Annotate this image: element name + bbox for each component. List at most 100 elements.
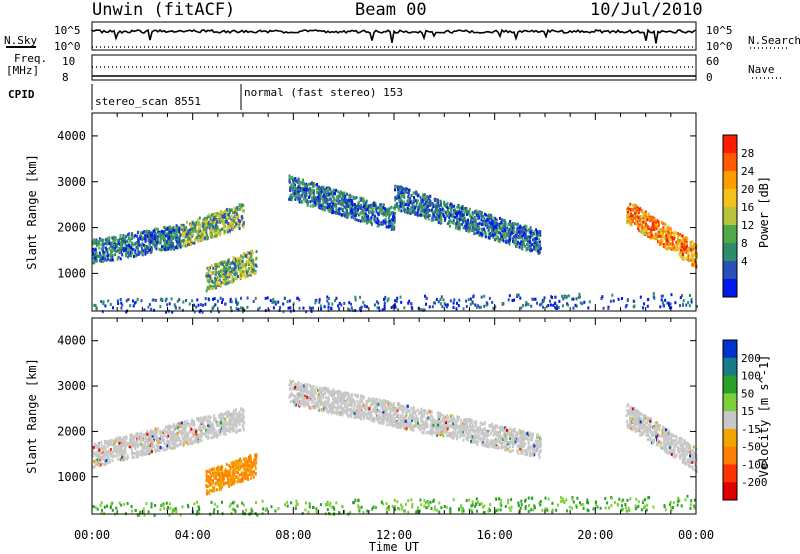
range-gate-cell <box>670 248 673 251</box>
range-gate-cell <box>241 209 244 213</box>
range-gate-cell <box>235 277 238 280</box>
range-gate-cell <box>423 308 426 312</box>
range-gate-cell <box>529 226 532 230</box>
range-gate-cell <box>436 215 439 219</box>
range-gate-cell <box>509 236 512 240</box>
range-gate-cell <box>164 299 167 303</box>
range-gate-cell <box>183 228 186 232</box>
range-gate-cell <box>99 255 102 259</box>
range-gate-cell <box>690 255 693 259</box>
range-gate-cell <box>345 214 348 218</box>
range-gate-cell <box>350 211 353 215</box>
range-gate-cell <box>181 421 184 425</box>
range-gate-cell <box>178 244 181 247</box>
range-gate-cell <box>410 306 413 310</box>
range-gate-cell <box>504 226 507 230</box>
range-gate-cell <box>140 431 143 435</box>
range-gate-cell <box>509 225 512 229</box>
range-gate-cell <box>203 237 206 241</box>
range-gate-cell <box>150 438 152 442</box>
range-gate-cell <box>332 196 335 200</box>
range-gate-cell <box>413 204 416 208</box>
range-gate-cell <box>141 251 143 255</box>
range-gate-cell <box>105 442 108 445</box>
range-gate-cell <box>171 446 174 450</box>
range-gate-cell <box>494 219 497 223</box>
range-gate-cell <box>172 431 175 435</box>
range-gate-cell <box>487 215 490 219</box>
range-gate-cell <box>121 444 124 448</box>
range-gate-cell <box>638 218 641 222</box>
range-gate-cell <box>240 215 243 219</box>
range-gate-cell <box>335 296 338 300</box>
range-gate-cell <box>380 203 383 207</box>
range-gate-cell <box>612 299 615 303</box>
station-title: Unwin (fitACF) <box>92 0 235 20</box>
range-gate-cell <box>94 247 97 251</box>
range-gate-cell <box>337 201 340 205</box>
range-gate-cell <box>687 301 690 305</box>
range-gate-cell <box>136 234 139 238</box>
range-gate-cell <box>327 308 330 312</box>
range-gate-cell <box>246 251 249 254</box>
range-gate-cell <box>130 254 133 258</box>
range-gate-cell <box>656 237 659 241</box>
range-gate-cell <box>491 219 494 223</box>
range-gate-cell <box>157 439 160 442</box>
range-gate-cell <box>299 197 302 200</box>
range-gate-cell <box>446 303 449 307</box>
range-gate-cell <box>491 232 494 235</box>
range-gate-cell <box>506 226 509 230</box>
range-gate-cell <box>323 190 326 194</box>
range-gate-cell <box>413 212 416 216</box>
range-gate-cell <box>385 214 387 218</box>
freq-unit-label: [MHz] <box>6 64 39 77</box>
range-gate-cell <box>691 257 694 261</box>
range-gate-cell <box>184 435 186 438</box>
range-gate-cell <box>341 193 344 197</box>
range-gate-cell <box>380 210 383 213</box>
range-gate-cell <box>115 244 118 248</box>
range-gate-cell <box>325 186 328 190</box>
range-gate-cell <box>317 205 320 209</box>
range-gate-cell <box>525 248 528 252</box>
range-gate-cell <box>240 408 243 412</box>
range-gate-cell <box>223 230 226 234</box>
range-gate-cell <box>206 421 209 425</box>
range-gate-cell <box>185 229 188 233</box>
range-gate-cell <box>209 220 212 224</box>
range-gate-cell <box>163 237 166 241</box>
range-gate-cell <box>528 244 531 248</box>
range-gate-cell <box>679 296 682 300</box>
range-gate-cell <box>119 257 122 261</box>
range-gate-cell <box>304 199 307 203</box>
range-gate-cell <box>657 223 660 227</box>
range-gate-cell <box>362 218 365 222</box>
range-gate-cell <box>227 273 230 277</box>
range-gate-cell <box>695 254 698 258</box>
range-gate-cell <box>513 226 516 230</box>
range-gate-cell <box>219 270 222 274</box>
range-gate-cell <box>232 224 235 228</box>
range-gate-cell <box>221 298 224 302</box>
range-gate-cell <box>669 302 672 306</box>
range-gate-cell <box>354 206 357 210</box>
range-gate-cell <box>346 210 348 214</box>
range-gate-cell <box>131 234 133 238</box>
range-gate-cell <box>107 257 109 261</box>
range-gate-cell <box>413 199 416 202</box>
range-gate-cell <box>130 446 133 450</box>
range-gate-cell <box>137 445 139 449</box>
range-gate-cell <box>205 219 208 223</box>
range-gate-cell <box>443 219 446 222</box>
range-gate-cell <box>109 256 112 260</box>
range-gate-cell <box>116 299 119 303</box>
range-gate-cell <box>221 301 223 304</box>
range-gate-cell <box>478 227 481 231</box>
range-gate-cell <box>172 244 175 248</box>
range-gate-cell <box>483 227 486 231</box>
range-gate-cell <box>436 210 438 214</box>
range-gate-cell <box>657 220 660 224</box>
range-gate-cell <box>629 217 632 221</box>
